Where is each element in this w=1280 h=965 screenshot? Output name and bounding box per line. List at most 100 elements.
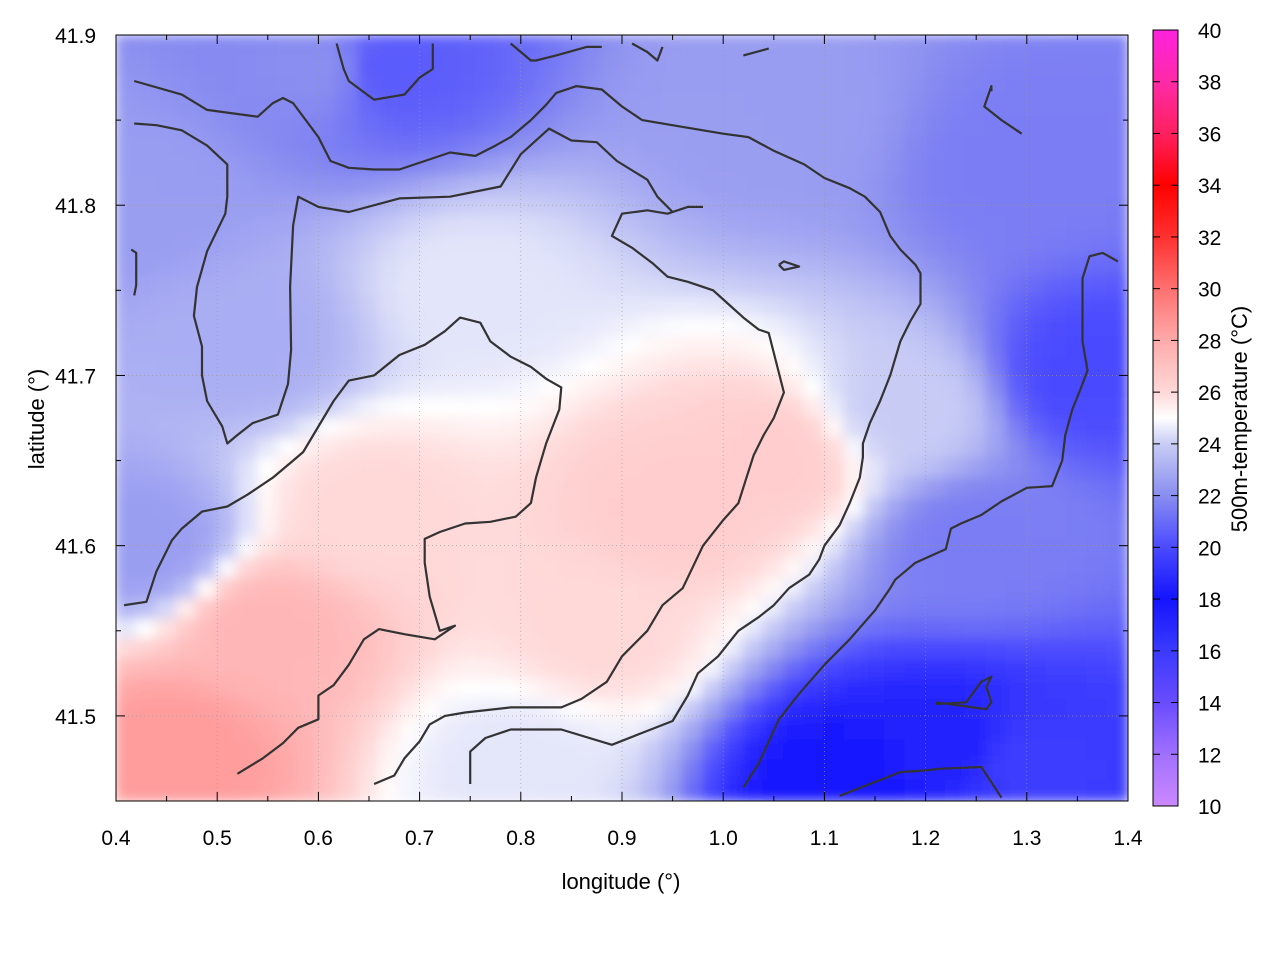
heat-cell xyxy=(884,195,907,218)
heat-cell xyxy=(904,235,927,258)
heat-cell xyxy=(863,114,887,137)
heat-cell xyxy=(236,779,259,801)
heat-cell xyxy=(116,618,138,641)
heat-cell xyxy=(398,658,421,682)
heat-cell xyxy=(116,578,138,601)
heat-cell xyxy=(499,779,522,801)
heat-cell xyxy=(904,699,927,722)
heat-cell xyxy=(236,235,259,258)
heat-cell xyxy=(196,679,219,702)
heat-cell xyxy=(236,638,259,661)
heat-cell xyxy=(175,638,198,661)
heat-cell xyxy=(1086,316,1109,339)
heat-cell xyxy=(621,779,644,801)
heat-cell xyxy=(196,195,219,218)
heat-cell xyxy=(985,598,1008,621)
heat-cell xyxy=(965,618,988,641)
heat-cell xyxy=(459,558,482,581)
heat-cell xyxy=(843,336,866,359)
heat-cell xyxy=(540,558,563,581)
heat-cell xyxy=(155,477,178,500)
heat-cell xyxy=(116,759,138,782)
heat-cell xyxy=(863,235,887,258)
heat-cell xyxy=(944,618,967,641)
heat-cell xyxy=(276,336,300,359)
heat-cell xyxy=(499,679,522,702)
heat-cell xyxy=(843,296,866,319)
heat-cell xyxy=(782,134,806,157)
heat-cell xyxy=(236,719,259,742)
heat-cell xyxy=(944,658,967,682)
heat-cell xyxy=(1086,537,1109,561)
heat-cell xyxy=(560,396,583,419)
heat-cell xyxy=(600,215,623,238)
heat-cell xyxy=(337,497,360,520)
heat-cell xyxy=(317,638,340,661)
heat-cell xyxy=(621,759,644,782)
heat-cell xyxy=(479,336,502,359)
heat-cell xyxy=(378,154,401,178)
heat-cell xyxy=(155,759,178,782)
heat-cell xyxy=(357,316,381,339)
heat-cell xyxy=(661,537,684,561)
heat-cell xyxy=(782,74,806,97)
heat-cell xyxy=(722,94,745,117)
heat-cell xyxy=(580,477,603,500)
heat-cell xyxy=(479,739,502,762)
heat-cell xyxy=(256,658,279,682)
heat-cell xyxy=(1046,396,1069,419)
colorbar-tick-label: 28 xyxy=(1198,330,1221,353)
heat-cell xyxy=(722,719,745,742)
heat-cell xyxy=(398,759,421,782)
heat-cell xyxy=(803,457,826,480)
heat-cell xyxy=(843,275,866,299)
heat-cell xyxy=(600,417,623,440)
heat-cell xyxy=(1066,497,1089,520)
heat-cell xyxy=(621,154,644,178)
heat-cell xyxy=(803,779,826,801)
heat-cell xyxy=(155,699,178,722)
heat-cell xyxy=(1066,517,1089,540)
heat-cell xyxy=(681,35,704,57)
heat-cell xyxy=(1086,195,1109,218)
heat-cell xyxy=(904,175,927,198)
heat-cell xyxy=(580,537,603,561)
heat-cell xyxy=(519,699,542,722)
heat-cell xyxy=(1046,195,1069,218)
heat-cell xyxy=(276,679,300,702)
heat-cell xyxy=(459,275,482,299)
heat-cell xyxy=(843,356,866,379)
heat-cell xyxy=(1086,759,1109,782)
heat-cell xyxy=(580,296,603,319)
heat-cell xyxy=(1025,94,1048,117)
heat-cell xyxy=(1066,558,1089,581)
colorbar-tick-label: 40 xyxy=(1198,20,1221,43)
heat-cell xyxy=(398,457,421,480)
heat-cell xyxy=(1046,417,1069,440)
heat-cell xyxy=(762,417,785,440)
heat-cell xyxy=(641,679,664,702)
heat-cell xyxy=(175,658,198,682)
heat-cell xyxy=(823,275,846,299)
heat-cell xyxy=(540,679,563,702)
heat-cell xyxy=(985,255,1008,278)
heat-cell xyxy=(1046,376,1069,399)
heat-cell xyxy=(965,35,988,57)
heat-cell xyxy=(398,35,421,57)
heat-cell xyxy=(580,457,603,480)
heat-cell xyxy=(357,94,381,117)
heat-cell xyxy=(823,739,846,762)
heat-cell xyxy=(742,477,765,500)
heat-cell xyxy=(438,154,461,178)
heat-cell xyxy=(722,658,745,682)
heat-cell xyxy=(216,336,239,359)
heat-cell xyxy=(843,638,866,661)
heat-cell xyxy=(782,275,806,299)
heat-cell xyxy=(438,235,461,258)
heat-cell xyxy=(904,658,927,682)
heat-cell xyxy=(540,497,563,520)
heat-cell xyxy=(762,578,785,601)
heat-cell xyxy=(823,437,846,460)
heat-cell xyxy=(580,759,603,782)
heat-cell xyxy=(276,537,300,561)
